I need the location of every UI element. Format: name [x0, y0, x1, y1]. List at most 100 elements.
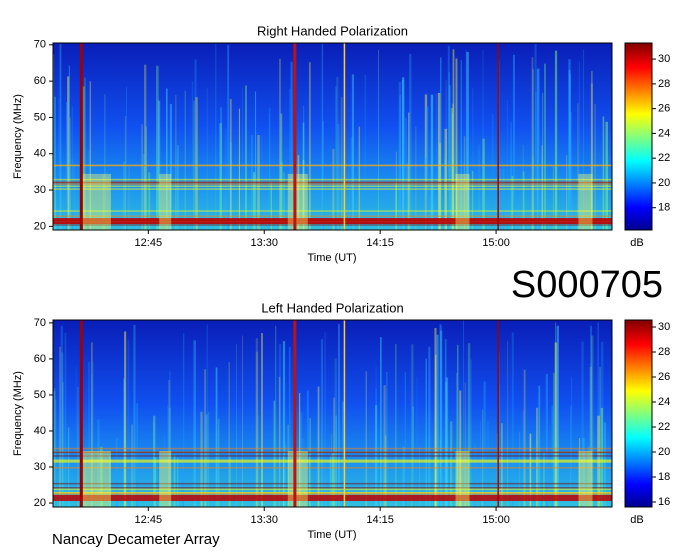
texture-stripe: [254, 91, 257, 230]
texture-stripe: [126, 86, 127, 230]
texture-stripe: [383, 385, 386, 507]
x-tick-label: 13:30: [250, 237, 278, 249]
texture-stripe: [482, 49, 484, 230]
texture-stripe: [424, 94, 428, 230]
texture-burst: [159, 450, 172, 507]
texture-stripe: [532, 69, 534, 230]
texture-band: [53, 181, 612, 184]
texture-stripe: [261, 456, 263, 507]
texture-stripe: [89, 81, 92, 230]
x-tick-label: 14:15: [366, 514, 394, 526]
texture-stripe: [411, 344, 414, 507]
chart-title: Left Handed Polarization: [261, 300, 403, 315]
texture-stripe: [145, 126, 147, 230]
texture-stripe: [445, 377, 449, 507]
texture-line: [79, 43, 83, 230]
x-axis-label: Time (UT): [307, 252, 356, 264]
texture-stripe: [419, 447, 421, 507]
texture-stripe: [482, 409, 484, 507]
texture-stripe: [92, 362, 94, 507]
texture-band: [53, 447, 612, 450]
spectrogram: [53, 320, 612, 507]
texture-stripe: [499, 384, 501, 507]
texture-stripe: [566, 155, 568, 230]
texture-band: [53, 210, 612, 212]
texture-stripe: [569, 74, 572, 230]
texture-stripe: [465, 49, 467, 230]
texture-stripe: [386, 371, 388, 507]
texture-stripe: [219, 123, 222, 230]
texture-stripe: [331, 434, 332, 507]
texture-stripe: [456, 372, 458, 507]
texture-stripe: [395, 344, 397, 507]
texture-stripe: [278, 344, 282, 507]
texture-stripe: [537, 68, 540, 230]
texture-stripe: [340, 97, 343, 230]
texture-stripe: [460, 60, 462, 230]
texture-stripe: [440, 330, 443, 507]
texture-stripe: [479, 420, 481, 507]
texture-stripe: [351, 74, 355, 230]
texture-stripe: [156, 65, 159, 230]
colorbar-label: dB: [630, 237, 643, 249]
texture-stripe: [439, 439, 441, 507]
texture-stripe: [375, 365, 377, 507]
texture-band: [53, 455, 612, 457]
texture-stripe: [395, 182, 398, 230]
texture-stripe: [399, 94, 401, 230]
spectrogram-background: [53, 320, 612, 507]
colorbar-tick-label: 24: [658, 396, 670, 408]
y-tick-label: 70: [34, 39, 46, 51]
y-tick-label: 70: [34, 317, 46, 329]
texture-stripe: [589, 366, 592, 507]
texture-stripe: [402, 446, 406, 507]
texture-stripe: [437, 92, 441, 230]
texture-stripe: [439, 324, 442, 507]
texture-stripe: [127, 339, 130, 507]
texture-stripe: [578, 438, 581, 507]
texture-stripe: [279, 58, 281, 230]
texture-stripe: [131, 424, 133, 507]
texture-stripe: [241, 87, 243, 230]
texture-stripe: [507, 340, 509, 507]
texture-stripe: [148, 172, 151, 230]
texture-stripe: [227, 45, 230, 230]
texture-stripe: [287, 424, 289, 507]
texture-stripe: [238, 108, 240, 230]
texture-stripe: [90, 342, 93, 507]
texture-stripe: [82, 183, 85, 230]
texture-stripe: [583, 49, 585, 230]
texture-stripe: [568, 70, 571, 230]
texture-stripe: [64, 332, 67, 507]
y-tick-label: 20: [34, 497, 46, 509]
instrument-label: Nancay Decameter Array: [52, 531, 220, 548]
colorbar-tick-label: 28: [658, 78, 670, 90]
texture-stripe: [384, 435, 387, 507]
y-tick-label: 40: [34, 148, 46, 160]
texture-stripe: [302, 159, 305, 230]
colorbar-tick-label: 18: [658, 471, 670, 483]
texture-stripe: [59, 346, 61, 507]
texture-stripe: [447, 45, 450, 230]
texture-stripe: [152, 421, 155, 507]
texture-stripe: [452, 113, 453, 230]
texture-stripe: [336, 77, 339, 230]
colorbar-tick-label: 22: [658, 421, 670, 433]
texture-stripe: [280, 161, 283, 230]
texture-stripe: [296, 165, 298, 230]
texture-burst: [578, 450, 593, 507]
y-tick-label: 60: [34, 75, 46, 87]
texture-stripe: [273, 400, 276, 507]
texture-band: [53, 467, 612, 469]
texture-stripe: [600, 341, 604, 507]
texture-stripe: [450, 421, 453, 507]
texture-stripe: [102, 175, 104, 230]
texture-stripe: [552, 372, 555, 507]
texture-stripe: [321, 339, 323, 507]
texture-stripe: [169, 104, 172, 230]
texture-stripe: [215, 367, 218, 507]
texture-burst: [455, 450, 470, 507]
y-axis-label: Frequency (MHz): [12, 371, 24, 456]
texture-stripe: [545, 373, 548, 507]
